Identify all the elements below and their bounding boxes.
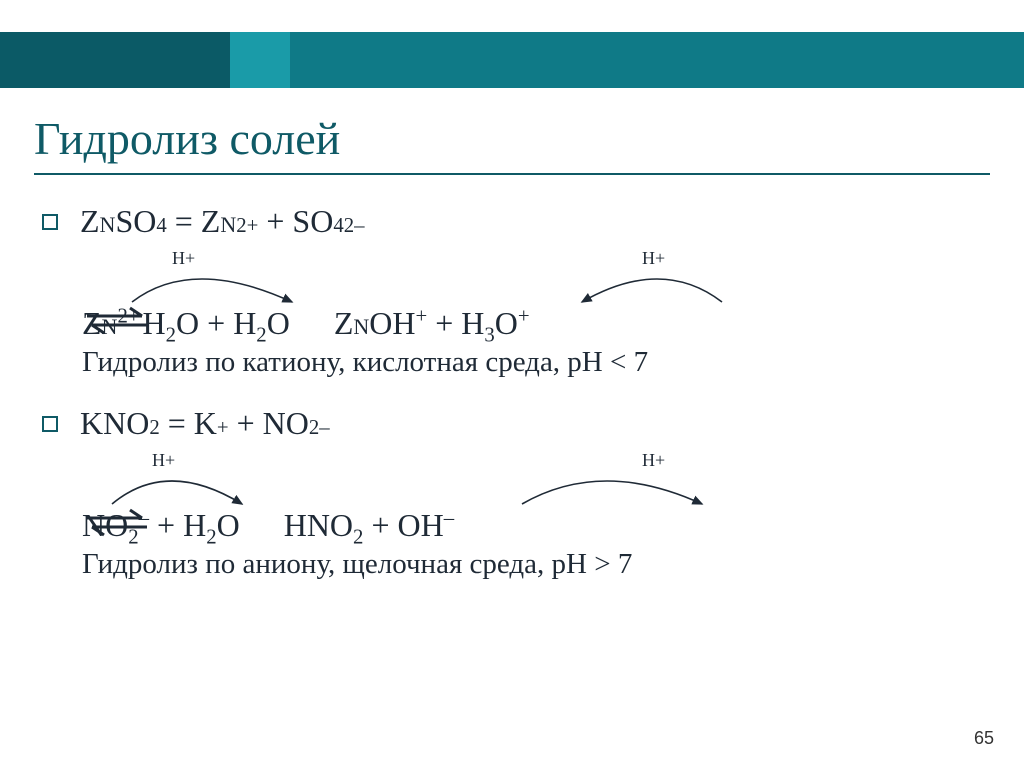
dissociation-2: KNO2 = K+ + NO2– bbox=[42, 405, 990, 442]
header-stripe bbox=[0, 32, 1024, 88]
content-area: Гидролиз солей ZnSO4 = Zn2+ + SO42– H+ H… bbox=[0, 88, 1024, 581]
bullet-icon bbox=[42, 416, 58, 432]
top-whitespace bbox=[0, 0, 1024, 32]
summary-1: Гидролиз по катиону, кислотная среда, pH… bbox=[82, 346, 990, 379]
dissociation-1-text: ZnSO4 = Zn2+ + SO42– bbox=[80, 203, 365, 240]
reaction-2-row: H+ H+ NO2– + H2O HNO2 + OH– bbox=[82, 454, 990, 544]
reaction-2-text: NO2– + H2O HNO2 + OH– bbox=[82, 507, 454, 544]
title-underline bbox=[34, 173, 990, 175]
stripe-mid bbox=[230, 32, 290, 88]
arrows-2-icon bbox=[82, 454, 782, 514]
page-number: 65 bbox=[974, 728, 994, 749]
page-title: Гидролиз солей bbox=[34, 112, 990, 165]
stripe-dark bbox=[0, 32, 230, 88]
dissociation-2-text: KNO2 = K+ + NO2– bbox=[80, 405, 330, 442]
reaction-1-row: H+ H+ Zn2+·H2O + H2O ZnOH+ + H3O+ bbox=[82, 252, 990, 342]
bullet-icon bbox=[42, 214, 58, 230]
arrows-1-icon bbox=[82, 252, 782, 312]
reaction-1-text: Zn2+·H2O + H2O ZnOH+ + H3O+ bbox=[82, 305, 530, 342]
stripe-light bbox=[290, 32, 1024, 88]
summary-2: Гидролиз по аниону, щелочная среда, pH >… bbox=[82, 548, 990, 581]
dissociation-1: ZnSO4 = Zn2+ + SO42– bbox=[42, 203, 990, 240]
